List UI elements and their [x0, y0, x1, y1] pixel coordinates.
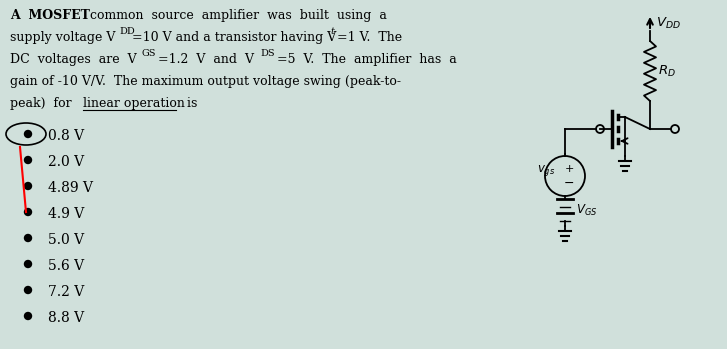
Text: t: t	[330, 27, 334, 36]
Text: gain of -10 V/V.  The maximum output voltage swing (peak-to-: gain of -10 V/V. The maximum output volt…	[10, 75, 401, 88]
Text: 5.0 V: 5.0 V	[48, 233, 84, 247]
Circle shape	[25, 287, 31, 294]
Text: DD: DD	[119, 27, 134, 36]
Text: $v_{gs}$: $v_{gs}$	[537, 163, 555, 178]
Text: 0.8 V: 0.8 V	[48, 129, 84, 143]
Text: =5  V.  The  amplifier  has  a: =5 V. The amplifier has a	[277, 53, 457, 66]
Text: 5.6 V: 5.6 V	[48, 259, 84, 273]
Circle shape	[25, 208, 31, 215]
Text: =10 V and a transistor having V: =10 V and a transistor having V	[132, 31, 337, 44]
Text: 2.0 V: 2.0 V	[48, 155, 84, 169]
Text: $V_{GS}$: $V_{GS}$	[576, 202, 598, 217]
Circle shape	[25, 312, 31, 319]
Circle shape	[25, 183, 31, 190]
Text: is: is	[179, 97, 197, 110]
Text: =1.2  V  and  V: =1.2 V and V	[158, 53, 254, 66]
Text: common  source  amplifier  was  built  using  a: common source amplifier was built using …	[82, 9, 387, 22]
Text: A  MOSFET: A MOSFET	[10, 9, 90, 22]
Text: +: +	[564, 164, 574, 174]
Text: −: −	[563, 177, 574, 190]
Text: DC  voltages  are  V: DC voltages are V	[10, 53, 137, 66]
Text: 4.9 V: 4.9 V	[48, 207, 84, 221]
Text: peak)  for: peak) for	[10, 97, 80, 110]
Circle shape	[25, 131, 31, 138]
Text: $R_D$: $R_D$	[658, 64, 676, 79]
Text: $V_{DD}$: $V_{DD}$	[656, 16, 681, 31]
Text: =1 V.  The: =1 V. The	[337, 31, 402, 44]
Text: linear operation: linear operation	[83, 97, 185, 110]
Text: DS: DS	[260, 49, 275, 58]
Text: GS: GS	[141, 49, 156, 58]
Circle shape	[25, 156, 31, 163]
Circle shape	[25, 260, 31, 267]
Text: 4.89 V: 4.89 V	[48, 181, 93, 195]
Text: supply voltage V: supply voltage V	[10, 31, 116, 44]
Text: 8.8 V: 8.8 V	[48, 311, 84, 325]
Text: 7.2 V: 7.2 V	[48, 285, 84, 299]
Circle shape	[25, 235, 31, 242]
